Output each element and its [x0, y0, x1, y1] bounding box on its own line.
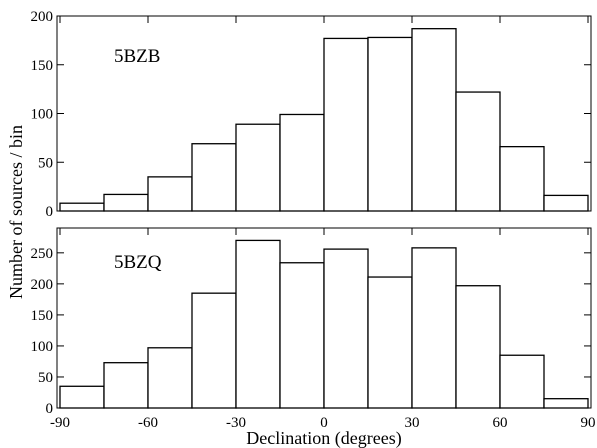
histogram-bar-5bzq — [191, 292, 237, 409]
y-tick-label: 200 — [31, 277, 54, 293]
histogram-bar-5bzq — [235, 239, 281, 409]
histogram-bar-5bzq — [103, 362, 149, 409]
histogram-bar-5bzb — [411, 28, 457, 212]
histogram-bar-5bzq — [455, 285, 501, 409]
histogram-bar-5bzq — [543, 398, 589, 409]
histogram-bar-5bzb — [499, 145, 545, 212]
histogram-bar-5bzb — [455, 91, 501, 212]
histogram-bar-5bzb — [279, 113, 325, 212]
histogram-bar-5bzq — [323, 248, 369, 409]
y-tick-label: 150 — [31, 58, 54, 74]
panel-5bzq: 0 50 100 150 200 250 5BZQ — [31, 227, 592, 417]
y-tick-label: 200 — [31, 9, 54, 25]
histogram-bar-5bzb — [323, 37, 369, 212]
histogram-bar-5bzq — [147, 347, 193, 409]
histogram-bar-5bzq — [499, 354, 545, 409]
x-axis-label: Declination (degrees) — [246, 428, 401, 448]
x-axis-ticks: -90 -60 -30 0 30 60 90 — [50, 415, 596, 431]
histogram-bar-5bzb — [147, 176, 193, 212]
histogram-bar-5bzb — [367, 36, 413, 212]
histogram-bar-5bzb — [59, 202, 105, 212]
histogram-bar-5bzb — [543, 194, 589, 212]
y-tick-label: 0 — [46, 204, 54, 220]
histogram-bar-5bzq — [411, 247, 457, 409]
x-tick-label: 0 — [320, 415, 328, 431]
histogram-bar-5bzq — [279, 262, 325, 409]
histogram-bar-5bzb — [103, 193, 149, 212]
x-tick-label: 30 — [405, 415, 420, 431]
y-tick-label: 50 — [38, 370, 53, 386]
histogram-bar-5bzq — [367, 276, 413, 409]
x-tick-label: -30 — [226, 415, 246, 431]
panel-label-5bzb: 5BZB — [114, 46, 160, 67]
panel-5bzb: 0 50 100 150 200 5BZB — [31, 9, 592, 220]
histogram-bar-5bzb — [191, 143, 237, 212]
y-axis-label: Number of sources / bin — [6, 125, 26, 299]
y-tick-label: 100 — [31, 339, 54, 355]
y-tick-label: 100 — [31, 107, 54, 123]
y-tick-label: 250 — [31, 246, 54, 262]
y-tick-label: 50 — [38, 155, 53, 171]
x-tick-label: 90 — [581, 415, 596, 431]
x-tick-label: 60 — [493, 415, 508, 431]
x-tick-label: -90 — [50, 415, 70, 431]
x-tick-label: -60 — [138, 415, 158, 431]
y-tick-label: 150 — [31, 308, 54, 324]
histogram-bar-5bzb — [235, 123, 281, 212]
histogram-bar-5bzq — [59, 385, 105, 409]
y-tick-label: 0 — [46, 401, 54, 417]
panel-label-5bzq: 5BZQ — [114, 252, 162, 273]
